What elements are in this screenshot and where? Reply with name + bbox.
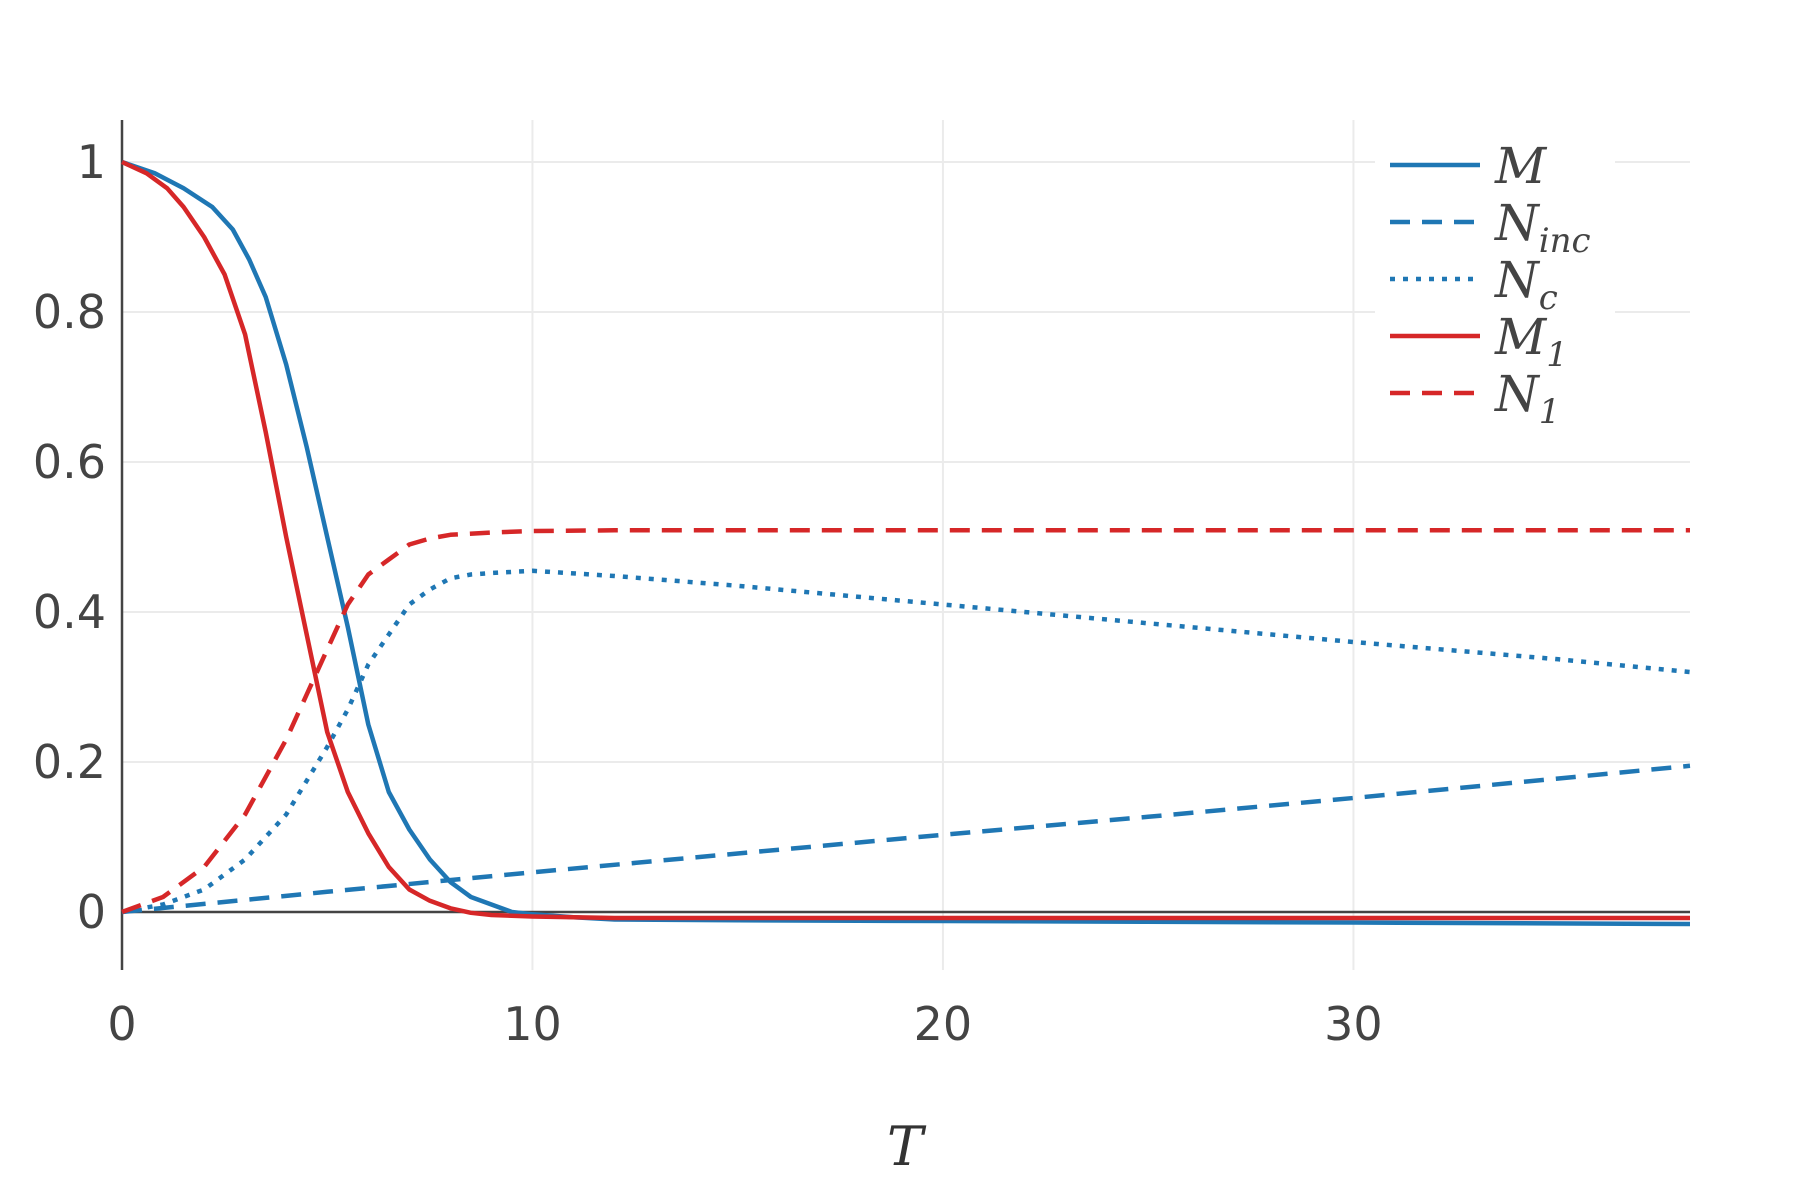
legend-label: Nc (1494, 251, 1558, 318)
x-axis-title: T (887, 1115, 927, 1178)
y-tick-label: 0.4 (33, 585, 106, 639)
x-tick-label: 10 (503, 997, 562, 1051)
legend-label: N1 (1494, 365, 1560, 432)
x-tick-label: 0 (107, 997, 136, 1051)
x-tick-label: 20 (914, 997, 973, 1051)
series-lines (121, 159, 1691, 927)
grid-lines (122, 120, 1690, 970)
series-line-m-1 (121, 159, 1690, 921)
series-line-n-1 (121, 528, 1690, 915)
legend-label: M (1494, 137, 1548, 195)
y-tick-label: 0 (77, 885, 106, 939)
y-tick-label: 0.2 (33, 735, 106, 789)
x-tick-labels: 0 10 20 30 (107, 997, 1382, 1051)
y-tick-label: 0.6 (33, 435, 106, 489)
y-tick-label: 1 (77, 135, 106, 189)
y-tick-labels: 0 0.2 0.4 0.6 0.8 1 (33, 135, 106, 939)
axes (120, 120, 1690, 970)
y-tick-label: 0.8 (33, 285, 106, 339)
series-line-n-c (121, 568, 1691, 915)
legend-label: M1 (1494, 308, 1568, 375)
legend-background (1375, 128, 1615, 428)
x-tick-label: 30 (1324, 997, 1383, 1051)
series-line-n-inc (121, 763, 1691, 915)
legend-label: Ninc (1494, 194, 1591, 261)
